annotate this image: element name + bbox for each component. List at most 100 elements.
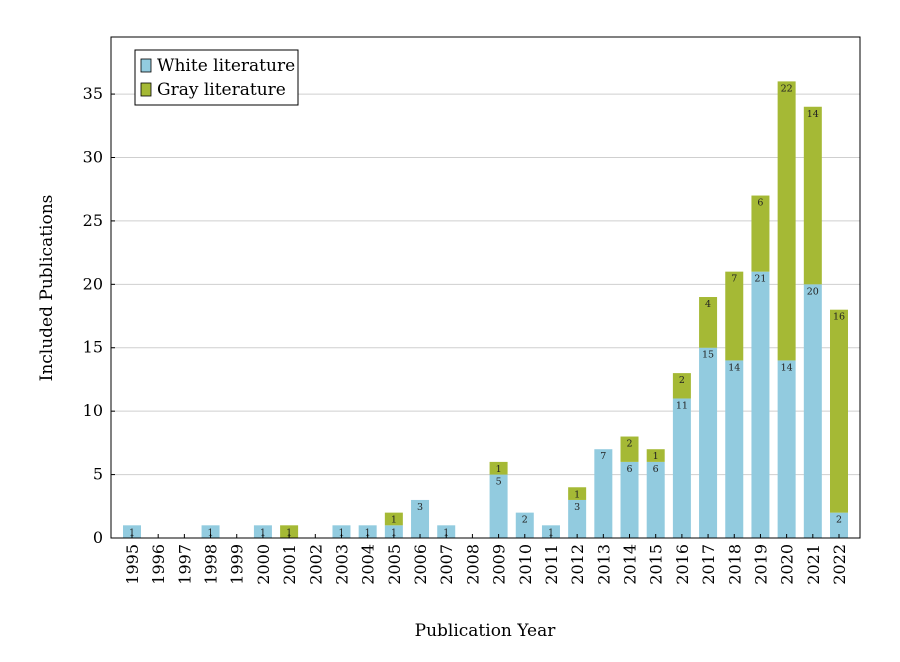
bar-gray-literature-2001 <box>280 525 299 538</box>
bar-gray-literature-2015 <box>646 449 665 462</box>
x-tick-label: 2022 <box>830 544 849 585</box>
y-tick-label: 5 <box>93 465 103 484</box>
bar-label-gray-2009: 1 <box>496 464 502 475</box>
bar-label-white-2017: 15 <box>702 350 714 361</box>
x-tick-label: 2010 <box>516 544 535 585</box>
x-tick-label: 2016 <box>673 544 692 585</box>
bar-white-literature-2014 <box>620 461 639 538</box>
bar-label-gray-2001: 1 <box>286 527 292 538</box>
bar-white-literature-2009 <box>489 474 508 538</box>
bar-gray-literature-2016 <box>672 373 691 399</box>
x-tick-label: 1996 <box>149 544 168 585</box>
y-tick-label: 15 <box>83 338 103 357</box>
x-tick-label: 2020 <box>778 544 797 585</box>
x-axis-title: Publication Year <box>415 621 557 641</box>
bar-label-gray-2022: 16 <box>833 312 845 323</box>
bar-white-literature-2004 <box>358 525 377 538</box>
bar-gray-literature-2022 <box>830 309 848 513</box>
x-tick-label: 2000 <box>254 544 273 585</box>
bar-label-gray-2012: 1 <box>574 489 580 500</box>
x-tick-label: 1995 <box>123 544 142 585</box>
bar-white-literature-2010 <box>515 512 534 538</box>
bar-label-white-2007: 1 <box>443 527 449 538</box>
bar-label-white-2004: 1 <box>365 527 371 538</box>
bar-label-white-2005: 1 <box>391 527 397 538</box>
legend-swatch-gray-literature <box>140 82 152 97</box>
y-tick-label: 0 <box>93 528 103 547</box>
bar-white-literature-2022 <box>830 512 848 538</box>
legend: White literature Gray literature <box>134 49 299 106</box>
bar-label-white-2011: 1 <box>548 527 554 538</box>
x-tick-label: 2019 <box>751 544 770 585</box>
x-tick-label: 2018 <box>725 544 744 585</box>
bar-label-gray-2016: 2 <box>679 375 685 386</box>
bar-label-white-2016: 11 <box>676 400 688 411</box>
x-tick-label: 2002 <box>306 544 325 585</box>
y-tick-label: 35 <box>83 84 103 103</box>
legend-label-white-literature: White literature <box>157 56 295 76</box>
x-tick-label: 2003 <box>332 544 351 585</box>
bar-gray-literature-2021 <box>803 106 822 285</box>
x-tick-label: 1999 <box>228 544 247 585</box>
x-tick-label: 2017 <box>699 544 718 585</box>
bar-white-literature-2017 <box>699 347 718 538</box>
bar-label-white-2018: 14 <box>728 362 740 373</box>
bar-gray-literature-2017 <box>699 297 718 348</box>
bar-label-white-1998: 1 <box>208 527 214 538</box>
legend-swatch-white-literature <box>140 58 152 73</box>
x-tick-label: 2005 <box>385 544 404 585</box>
bar-label-gray-2018: 7 <box>731 274 737 285</box>
bar-white-literature-2005 <box>384 525 403 538</box>
bar-gray-literature-2020 <box>777 81 796 361</box>
bar-label-gray-2019: 6 <box>757 198 763 209</box>
bar-gray-literature-2019 <box>751 195 770 272</box>
y-tick-label: 10 <box>83 401 103 420</box>
x-tick-label: 2012 <box>568 544 587 585</box>
x-tick-label: 2004 <box>359 544 378 585</box>
bar-label-white-2012: 3 <box>574 502 580 513</box>
bar-label-white-2010: 2 <box>522 515 528 526</box>
bar-label-white-2006: 3 <box>417 502 423 513</box>
bar-white-literature-2006 <box>411 499 430 538</box>
bar-white-literature-1998 <box>201 525 220 538</box>
bar-label-white-2019: 21 <box>754 274 766 285</box>
bar-gray-literature-2012 <box>568 487 587 500</box>
bar-white-literature-2013 <box>594 449 613 538</box>
bar-white-literature-2003 <box>332 525 351 538</box>
x-tick-label: 1997 <box>175 544 194 585</box>
bar-white-literature-1995 <box>123 525 141 538</box>
bar-label-gray-2005: 1 <box>391 515 397 526</box>
bar-white-literature-2000 <box>253 525 272 538</box>
y-tick-label: 30 <box>83 147 103 166</box>
bar-white-literature-2021 <box>803 284 822 538</box>
bar-label-gray-2021: 14 <box>807 109 819 120</box>
bar-label-gray-2020: 22 <box>781 83 793 94</box>
bar-white-literature-2015 <box>646 461 665 538</box>
bar-label-white-2013: 7 <box>600 451 606 462</box>
bar-white-literature-2012 <box>568 499 587 538</box>
bar-label-white-2022: 2 <box>836 515 842 526</box>
bar-gray-literature-2009 <box>489 461 508 475</box>
x-tick-label: 2011 <box>542 544 561 585</box>
bar-label-white-1995: 1 <box>129 527 135 538</box>
x-tick-label: 2006 <box>411 544 430 585</box>
x-tick-label: 2009 <box>490 544 509 585</box>
bar-label-gray-2017: 4 <box>705 299 711 310</box>
x-tick-label: 2008 <box>463 544 482 585</box>
x-tick-label: 2015 <box>647 544 666 585</box>
bar-gray-literature-2018 <box>725 271 744 361</box>
bar-white-literature-2020 <box>777 360 796 538</box>
bar-white-literature-2011 <box>541 525 560 538</box>
x-tick-label: 2007 <box>437 544 456 585</box>
grid-lines <box>111 93 860 476</box>
x-tick-label: 1998 <box>202 544 221 585</box>
x-tick-label: 2021 <box>804 544 823 585</box>
y-axis-title: Included Publications <box>37 195 57 382</box>
bar-label-white-2009: 5 <box>496 477 502 488</box>
bar-gray-literature-2005 <box>384 512 403 526</box>
bar-white-literature-2016 <box>672 398 691 538</box>
bar-gray-literature-2014 <box>620 436 639 462</box>
bar-label-gray-2015: 1 <box>653 451 659 462</box>
